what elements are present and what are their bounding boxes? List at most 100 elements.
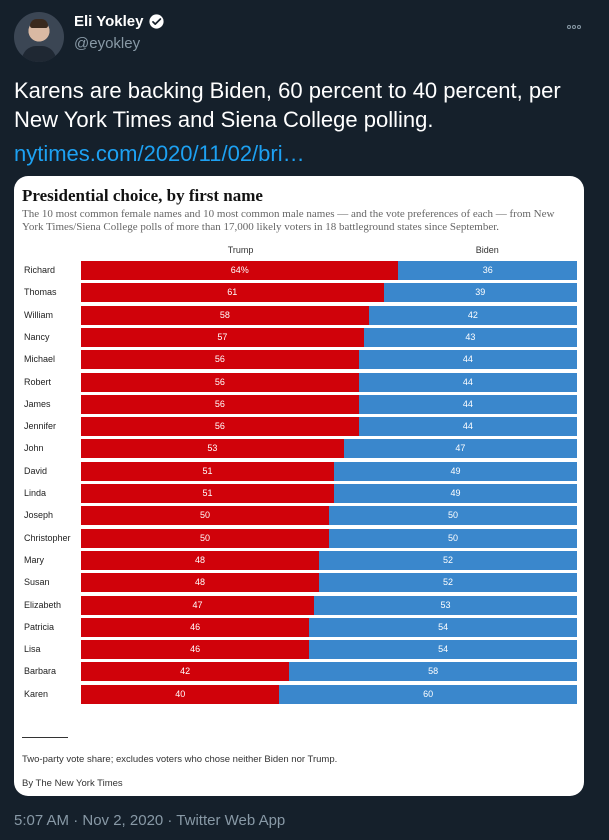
label-biden-patricia: 54 [438, 621, 449, 632]
label-biden-william: 42 [467, 309, 478, 320]
label-biden-mary: 52 [443, 554, 454, 565]
label-trump-joseph: 50 [199, 510, 210, 521]
bar-trump-linda [81, 484, 334, 503]
bar-biden-william [368, 305, 577, 325]
label-biden-james: 44 [462, 398, 473, 409]
bar-biden-linda [333, 484, 577, 503]
label-trump-michael: 56 [214, 354, 225, 365]
user-handle[interactable]: @eyokley [74, 35, 141, 52]
label-trump-nancy: 57 [217, 331, 228, 342]
bar-biden-richard [398, 261, 577, 280]
avatar-hair [30, 19, 48, 28]
row-label-mary: Mary [24, 554, 44, 565]
label-biden-lisa: 54 [438, 644, 449, 655]
chart-title: Presidential choice, by first name [22, 186, 263, 205]
label-biden-linda: 49 [450, 488, 461, 498]
chart-subtitle: The 10 most common female names and 10 m… [22, 208, 555, 233]
bar-trump-joseph [81, 506, 329, 526]
label-trump-robert: 56 [214, 376, 225, 387]
bar-biden-michael [358, 350, 577, 370]
label-biden-joseph: 50 [447, 510, 458, 521]
bar-trump-patricia [81, 617, 310, 637]
avatar-suit [22, 46, 56, 62]
label-biden-richard: 36 [482, 265, 493, 275]
row-label-susan: Susan [24, 577, 50, 588]
row-label-david: David [24, 465, 48, 476]
row-label-michael: Michael [24, 354, 56, 365]
label-biden-karen: 60 [423, 688, 434, 699]
bar-biden-thomas [383, 283, 577, 303]
bar-trump-michael [81, 350, 359, 370]
user-name[interactable]: Eli Yokley [74, 13, 165, 30]
label-trump-elizabeth: 47 [192, 599, 203, 610]
bar-trump-john [81, 439, 344, 459]
chart-source: By The New York Times [22, 778, 123, 789]
label-trump-karen: 40 [175, 688, 186, 699]
legend-biden: Biden [475, 245, 499, 255]
label-trump-william: 58 [219, 309, 230, 320]
bar-trump-david [81, 461, 334, 481]
avatar[interactable] [14, 12, 64, 62]
label-trump-mary: 48 [195, 554, 206, 565]
bar-biden-patricia [309, 617, 577, 637]
bar-biden-lisa [309, 640, 577, 660]
label-biden-susan: 52 [443, 577, 454, 588]
bar-trump-william [81, 305, 369, 325]
bar-trump-karen [81, 684, 280, 704]
tweet-link[interactable]: nytimes.com/2020/11/02/bri… [14, 141, 305, 166]
label-biden-barbara: 58 [428, 666, 439, 677]
row-label-james: James [24, 398, 51, 409]
tweet-text: Karens are backing Biden, 60 percent to … [14, 78, 561, 132]
label-trump-james: 56 [214, 398, 225, 409]
row-label-lisa: Lisa [24, 644, 41, 655]
bar-trump-christopher [81, 528, 329, 548]
bar-trump-mary [81, 550, 320, 570]
label-trump-susan: 48 [195, 577, 206, 588]
bar-trump-susan [81, 573, 320, 593]
label-biden-thomas: 39 [475, 287, 486, 298]
row-label-richard: Richard [24, 265, 56, 275]
row-label-thomas: Thomas [24, 287, 57, 298]
bar-biden-jennifer [358, 417, 577, 437]
label-biden-michael: 44 [462, 354, 473, 365]
legend-trump: Trump [227, 245, 254, 255]
tweet-timestamp[interactable]: 5:07 AM · Nov 2, 2020 · Twitter Web App [14, 812, 286, 829]
label-biden-jennifer: 44 [462, 421, 473, 432]
user-name-text[interactable]: Eli Yokley [74, 13, 144, 30]
bar-biden-robert [358, 372, 577, 392]
bar-trump-barbara [81, 662, 290, 682]
row-label-barbara: Barbara [24, 666, 57, 677]
bar-biden-mary [319, 550, 577, 570]
label-biden-nancy: 43 [465, 331, 476, 342]
bar-trump-lisa [81, 640, 310, 660]
label-biden-david: 49 [450, 465, 461, 476]
bar-biden-karen [279, 684, 577, 704]
bar-biden-joseph [329, 506, 577, 526]
chart-note: Two-party vote share; excludes voters wh… [22, 754, 338, 765]
bar-biden-john [343, 439, 577, 459]
row-label-christopher: Christopher [24, 532, 71, 543]
label-trump-barbara: 42 [180, 666, 191, 677]
chart-card[interactable]: Presidential choice, by first name The 1… [14, 176, 584, 796]
label-trump-jennifer: 56 [214, 421, 225, 432]
row-label-john: John [24, 443, 44, 454]
row-label-elizabeth: Elizabeth [24, 599, 62, 610]
row-label-karen: Karen [24, 688, 49, 699]
row-label-jennifer: Jennifer [24, 421, 57, 432]
verified-badge-icon [148, 14, 164, 29]
bar-trump-richard [81, 261, 399, 280]
row-label-robert: Robert [24, 376, 52, 387]
bar-trump-nancy [81, 327, 364, 347]
row-label-linda: Linda [24, 488, 47, 498]
label-trump-patricia: 46 [190, 621, 201, 632]
label-trump-john: 53 [207, 443, 218, 454]
label-trump-lisa: 46 [190, 644, 201, 655]
bar-biden-susan [319, 573, 577, 593]
bar-biden-david [333, 461, 577, 481]
row-label-patricia: Patricia [24, 621, 55, 632]
footnote-divider [22, 737, 68, 738]
label-trump-linda: 51 [202, 488, 213, 498]
label-trump-thomas: 61 [227, 287, 238, 298]
more-options-icon[interactable] [567, 16, 585, 29]
bar-trump-james [81, 394, 359, 414]
